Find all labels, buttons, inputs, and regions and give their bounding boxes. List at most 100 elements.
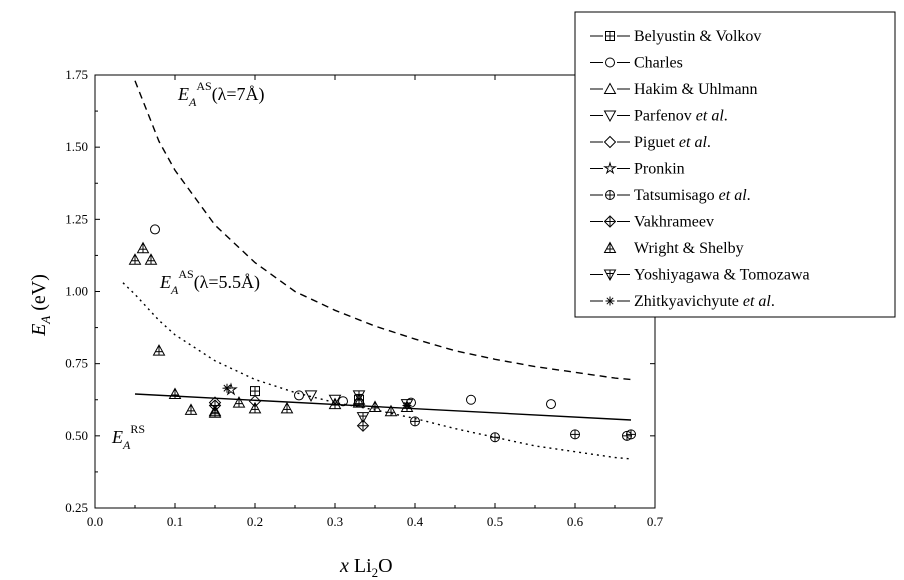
curve-label-lambda55-tail: (λ=5.5Å) [194,272,260,293]
curve-label-rs: EA RS [111,422,145,452]
legend-marker [603,269,617,282]
legend: Belyustin & Volkov Charles Hakim & Uhlmann… [574,11,896,318]
point-belyustin-volkov [250,386,260,397]
point-parfenov-et-al [328,394,342,407]
curve-label-rs-sup: RS [130,422,145,436]
curve-label-lambda7-E: E [177,84,189,104]
curve-solid [134,393,632,421]
curve-label-rs-E: E [111,427,123,447]
point-charles [294,390,304,401]
legend-marker [603,82,617,94]
legend-label: Yoshiyagawa & Tomozawa [634,267,810,284]
legend-label: Hakim & Uhlmann [634,81,758,98]
x-tick-label: 0.6 [567,514,584,529]
point-yoshiyagawa-tomozawa [352,390,366,402]
legend-item-tatsumisago-et-al: Tatsumisago et al. [590,187,751,204]
x-axis-title-li: Li [349,555,372,577]
point-wright-shelby [232,396,246,408]
y-tick-label: 0.75 [65,356,88,371]
legend-label: Parfenov et al. [634,108,728,125]
x-axis-title-sub: 2 [372,565,379,580]
point-zhitkyavichyute-et-al [402,401,412,411]
curve-label-lambda7: EA AS(λ=7Å) [177,79,265,109]
x-axis-title-o: O [378,555,392,577]
point-charles [546,399,556,410]
legend-item-piguet-et-al: Piguet et al. [590,134,711,151]
y-tick-label: 0.25 [65,500,88,515]
legend-label: Tatsumisago et al. [634,187,751,204]
point-tatsumisago-et-al [570,429,580,440]
point-wright-shelby [136,241,150,254]
legend-marker [605,296,615,306]
y-axis-title: EA (eV) [28,274,53,337]
y-axis-title-E: E [28,324,50,337]
point-tatsumisago-et-al [626,429,636,440]
curve-label-lambda7-sup: AS [196,79,211,93]
point-wright-shelby [184,403,198,415]
point-wright-shelby [280,401,294,414]
curve-label-rs-sub: A [122,438,131,452]
y-tick-label: 1.25 [65,211,88,226]
legend-marker [605,57,615,68]
x-tick-label: 0.4 [407,514,424,529]
y-tick-label: 0.50 [65,428,88,443]
x-tick-label: 0.1 [167,514,183,529]
curve-label-lambda7-sub: A [188,95,197,109]
point-wright-shelby [384,404,398,417]
legend-label: Vakhrameev [634,214,714,231]
point-wright-shelby [368,400,382,412]
point-wright-shelby [152,344,166,356]
legend-marker [603,215,617,228]
point-wright-shelby [144,253,158,265]
legend-label: Pronkin [634,161,685,178]
point-wright-shelby [128,253,142,265]
x-tick-label: 0.2 [247,514,263,529]
point-zhitkyavichyute-et-al [222,383,232,393]
point-tatsumisago-et-al [410,416,420,427]
curve-label-lambda7-tail: (λ=7Å) [212,84,265,105]
curve-label-lambda55-sub: A [170,283,179,297]
legend-item-pronkin: Pronkin [590,161,685,178]
plot-frame [94,74,656,509]
x-axis-title-x: x [339,555,349,577]
y-axis-title-unit: (eV) [28,274,50,316]
data-points [128,224,636,443]
legend-label: Belyustin & Volkov [634,28,761,45]
y-axis-title-sub: A [38,316,53,325]
legend-item-parfenov-et-al: Parfenov et al. [590,108,728,125]
curve-dotted [122,282,632,460]
legend-label: Piguet et al. [634,134,711,151]
x-tick-label: 0.7 [647,514,664,529]
point-yoshiyagawa-tomozawa [356,412,370,424]
legend-marker [603,110,617,123]
legend-label: Charles [634,55,683,72]
point-wright-shelby [248,401,262,414]
legend-label: Zhitkyavichyute et al. [634,293,775,310]
legend-item-belyustin-volkov: Belyustin & Volkov [590,28,761,45]
legend-marker [605,190,615,200]
legend-marker [603,241,617,253]
legend-label: Wright & Shelby [634,240,744,257]
y-tick-label: 1.00 [65,284,88,299]
x-tick-label: 0.3 [327,514,343,529]
legend-item-zhitkyavichyute-et-al: Zhitkyavichyute et al. [590,293,775,310]
point-charles [150,224,160,235]
x-axis-title: x Li2O [339,555,393,580]
axis-ticks: 0.0 0.1 0.2 0.3 0.4 0.5 0.6 0.7 0.25 0.50 0.75 1.00… [65,67,663,529]
x-tick-label: 0.5 [487,514,503,529]
point-charles [466,394,476,405]
legend-item-wright-shelby: Wright & Shelby [603,240,744,257]
x-tick-label: 0.0 [87,514,103,529]
legend-item-vakhrameev: Vakhrameev [590,214,714,231]
point-charles [338,396,348,407]
legend-item-charles: Charles [590,55,683,72]
legend-item-hakim-uhlmann: Hakim & Uhlmann [590,81,758,98]
y-tick-label: 1.75 [65,67,88,82]
legend-marker [605,31,615,41]
point-wright-shelby [208,406,222,418]
point-wright-shelby [168,387,182,399]
point-tatsumisago-et-al [490,432,500,443]
y-tick-label: 1.50 [65,139,88,154]
curve-dashed [134,80,632,381]
